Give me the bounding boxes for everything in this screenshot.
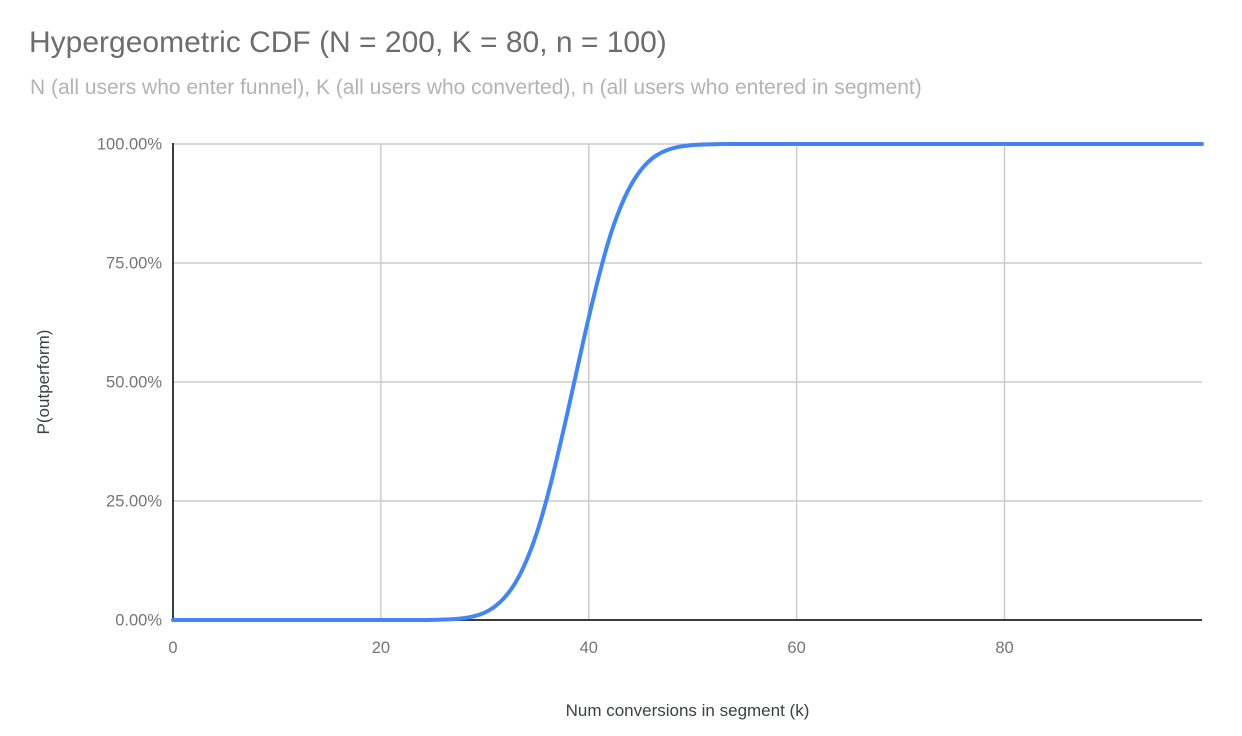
y-tick-label: 0.00% <box>115 612 162 630</box>
y-tick-label: 25.00% <box>106 493 162 511</box>
y-tick-label: 75.00% <box>106 255 162 273</box>
chart-subtitle: N (all users who enter funnel), K (all u… <box>30 76 922 99</box>
x-axis-title: Num conversions in segment (k) <box>565 701 810 720</box>
cdf-curve <box>171 142 1204 623</box>
y-tick-label: 50.00% <box>106 374 162 392</box>
x-tick-label: 80 <box>995 639 1013 657</box>
x-tick-label: 0 <box>168 639 177 657</box>
x-tick-label: 60 <box>787 639 805 657</box>
x-tick-label: 40 <box>580 639 598 657</box>
y-axis-title: P(outperform) <box>34 329 53 435</box>
x-tick-label: 20 <box>372 639 390 657</box>
y-tick-label: 100.00% <box>97 136 162 154</box>
chart-title: Hypergeometric CDF (N = 200, K = 80, n =… <box>29 26 667 59</box>
